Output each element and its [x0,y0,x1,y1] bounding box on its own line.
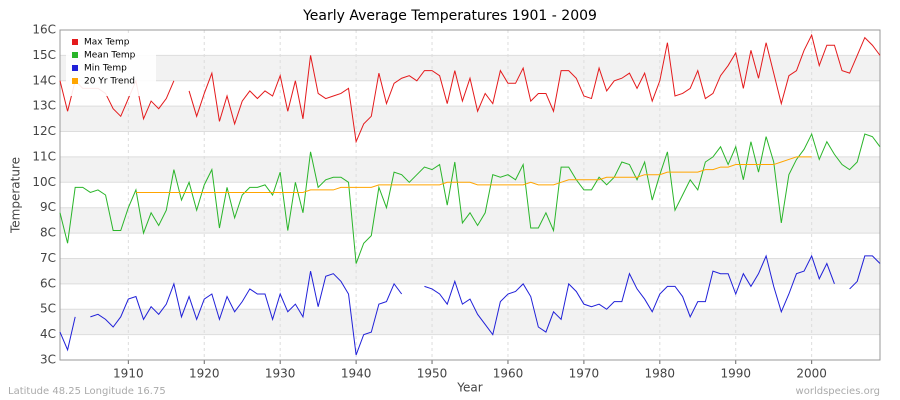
legend-box [66,34,156,96]
grid-band [60,309,880,335]
footer-right: worldspecies.org [796,386,880,397]
legend-swatch [72,52,78,58]
y-tick-label: 8C [40,226,56,240]
y-tick-label: 16C [32,23,56,37]
x-tick-label: 1940 [341,367,372,381]
legend-label: Mean Temp [84,51,136,61]
y-tick-label: 5C [40,302,56,316]
grid-band [60,156,880,183]
grid-band [60,106,880,132]
grid-band [60,258,880,284]
x-tick-label: 1920 [189,367,220,381]
grid-band [60,207,880,234]
x-tick-label: 1990 [720,367,751,381]
y-tick-label: 4C [40,327,56,341]
y-tick-label: 10C [32,175,56,189]
legend-swatch [72,78,78,84]
plot-frame [59,29,881,361]
y-tick-label: 12C [32,124,56,138]
plot-area: 3C 4C 5C 6C 7C 8C 9C 10C 11C 12C 13C 14C 15C 16C 1910 1… [32,23,881,381]
y-tick-label: 14C [32,73,56,87]
x-tick-label: 1960 [493,367,524,381]
legend-label: Max Temp [84,38,130,48]
y-tick-label: 15C [32,48,56,62]
series-line [424,254,835,336]
legend-label: Min Temp [84,64,127,74]
legend-swatch [72,39,78,45]
series-line [90,271,403,356]
footer-left: Latitude 48.25 Longitude 16.75 [8,386,166,397]
x-tick-label: 1970 [569,367,600,381]
y-tick-label: 13C [32,99,56,113]
y-tick-label: 11C [32,149,56,163]
series-line [59,316,76,352]
y-tick-label: 3C [40,353,56,367]
y-tick-label: 6C [40,276,56,290]
legend-swatch [72,65,78,71]
x-tick-label: 1950 [417,367,448,381]
series-line [849,255,881,290]
x-axis-label: Year [456,381,482,395]
series-line [59,132,881,264]
plot-background [60,30,880,360]
x-tick-label: 1980 [645,367,676,381]
y-axis-label: Temperature [9,157,23,234]
series-line [188,33,881,144]
series-line [135,156,812,193]
x-tick-label: 1910 [113,367,144,381]
x-tick-label: 1930 [265,367,296,381]
x-tick-label: 2000 [796,367,827,381]
chart-title: Yearly Average Temperatures 1901 - 2009 [302,8,597,24]
grid-band [60,55,880,81]
legend-label: 20 Yr Trend [84,77,135,87]
y-tick-label: 9C [40,200,56,214]
y-tick-label: 7C [40,251,56,265]
